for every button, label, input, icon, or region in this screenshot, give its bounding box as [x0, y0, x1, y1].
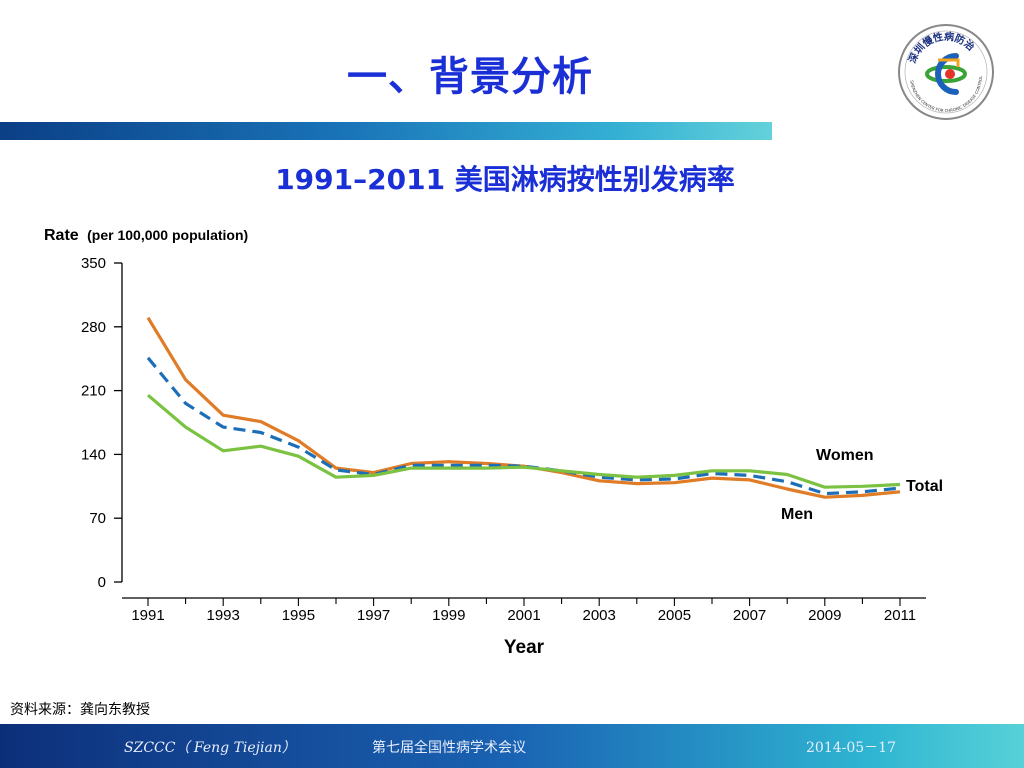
y-axis-unit: (per 100,000 population): [87, 227, 248, 243]
x-tick-label: 2011: [884, 607, 916, 624]
footer-author: SZCCC（ Feng Tiejian）: [124, 740, 296, 756]
series-label-total: Total: [906, 478, 943, 495]
y-tick-label: 140: [81, 446, 106, 463]
x-tick-label: 2001: [507, 607, 540, 624]
series-label-women: Women: [816, 447, 873, 464]
gonorrhea-rate-chart: Rate (per 100,000 population) 0 70 140 210 2…: [44, 227, 943, 658]
x-tick-label: 2009: [808, 607, 841, 624]
footer-conference: 第七届全国性病学术会议: [372, 740, 526, 756]
series-line-total: [146, 356, 901, 496]
x-tick-label: 2005: [658, 607, 691, 624]
x-tick-label: 2007: [733, 607, 766, 624]
x-tick-label: 1999: [432, 607, 465, 624]
x-tick-label: 1997: [357, 607, 390, 624]
x-tick-label: 1995: [282, 607, 315, 624]
series-line-women: [146, 316, 901, 499]
svg-text:Rate (per 100,000 populati: Rate (per 100,000 population): [44, 227, 248, 244]
szccc-logo: 深圳慢性病防治 SHENZHEN CENTER FOR CHRONIC DISE…: [898, 24, 994, 120]
source-note: 资料来源：龚向东教授: [10, 702, 150, 718]
chart-title: 1991–2011 美国淋病按性别发病率: [275, 163, 735, 196]
y-tick-label: 70: [89, 510, 106, 527]
x-axis-label: Year: [504, 637, 545, 658]
series-line-men: [146, 393, 901, 489]
footer-date: 2014-05－17: [806, 740, 896, 756]
x-tick-label: 2003: [583, 607, 616, 624]
footer-bar: SZCCC（ Feng Tiejian） 第七届全国性病学术会议 2014-05…: [0, 724, 1024, 768]
x-tick-label: 1993: [207, 607, 240, 624]
title-accent-bar: [0, 122, 772, 140]
series-label-men: Men: [781, 506, 813, 523]
y-axis-label: Rate: [44, 227, 79, 244]
y-tick-label: 0: [98, 574, 106, 591]
x-tick-label: 1991: [131, 607, 164, 624]
y-tick-label: 210: [81, 383, 106, 400]
y-tick-label: 350: [81, 255, 106, 272]
slide-title: 一、背景分析: [347, 54, 593, 100]
y-tick-label: 280: [81, 319, 106, 336]
